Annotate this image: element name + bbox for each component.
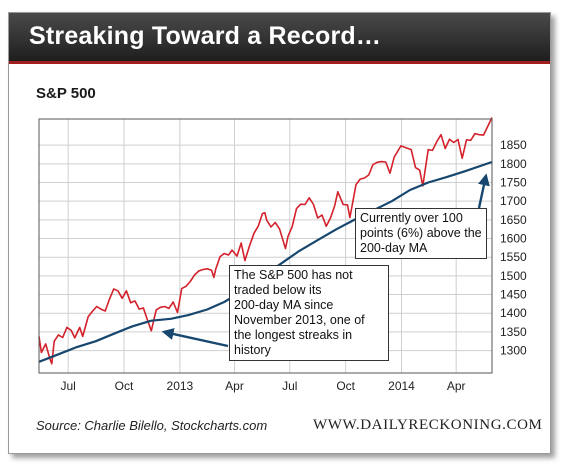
- chart-subtitle: S&P 500: [36, 85, 96, 102]
- x-tick-label: Jul: [282, 379, 297, 393]
- y-tick-label: 1650: [500, 213, 527, 227]
- x-tick-label: 2014: [388, 379, 415, 393]
- y-tick-label: 1300: [500, 344, 527, 358]
- y-tick-label: 1450: [500, 288, 527, 302]
- y-tick-label: 1800: [500, 157, 527, 171]
- annotation-line: the longest streaks in: [234, 328, 353, 342]
- axis-layer: 1300 1350 1400 1450 1500 1550 1600 1650 1700 1750…: [38, 118, 527, 393]
- y-tick-label: 1850: [500, 138, 527, 152]
- annotation-line: points (6%) above the: [360, 226, 482, 240]
- y-tick-label: 1500: [500, 269, 527, 283]
- price-line: [38, 117, 493, 365]
- y-tick-label: 1600: [500, 232, 527, 246]
- x-tick-label: Apr: [447, 379, 466, 393]
- annotation-above-ma: Currently over 100 points (6%) above the 2…: [355, 208, 487, 259]
- y-tick-label: 1700: [500, 194, 527, 208]
- annotation-line: The S&P 500 has not: [234, 268, 353, 282]
- plot-frame: [38, 118, 493, 374]
- chart-title: Streaking Toward a Record…: [29, 22, 382, 50]
- x-tick-label: Oct: [115, 379, 134, 393]
- annotation-line: traded below its: [234, 283, 322, 297]
- y-tick-label: 1550: [500, 250, 527, 264]
- y-tick-label: 1400: [500, 306, 527, 320]
- annotation-ma-streak: The S&P 500 has not traded below its 200-d…: [229, 265, 389, 361]
- title-bar: Streaking Toward a Record…: [9, 13, 550, 64]
- annotation-line: history: [234, 343, 271, 357]
- annotation-arrow-ma-streak: [161, 328, 229, 348]
- x-tick-label: 2013: [167, 379, 194, 393]
- annotation-arrows: [161, 173, 490, 348]
- x-tick-label: Oct: [336, 379, 355, 393]
- annotation-line: 200-day MA since: [234, 298, 334, 312]
- brand-url: WWW.DAILYRECKONING.COM: [313, 417, 543, 433]
- x-tick-label: Apr: [225, 379, 244, 393]
- annotation-arrow-above-ma: [477, 173, 490, 209]
- x-tick-label: Jul: [60, 379, 75, 393]
- annotation-line: 200-day MA: [360, 241, 428, 255]
- annotation-line: Currently over 100: [360, 211, 463, 225]
- source-note: Source: Charlie Bilello, Stockcharts.com: [36, 418, 268, 433]
- y-tick-label: 1350: [500, 325, 527, 339]
- annotation-line: November 2013, one of: [234, 313, 365, 327]
- chart-card: Streaking Toward a Record… S&P 500 1300 1…: [8, 12, 551, 454]
- y-tick-label: 1750: [500, 176, 527, 190]
